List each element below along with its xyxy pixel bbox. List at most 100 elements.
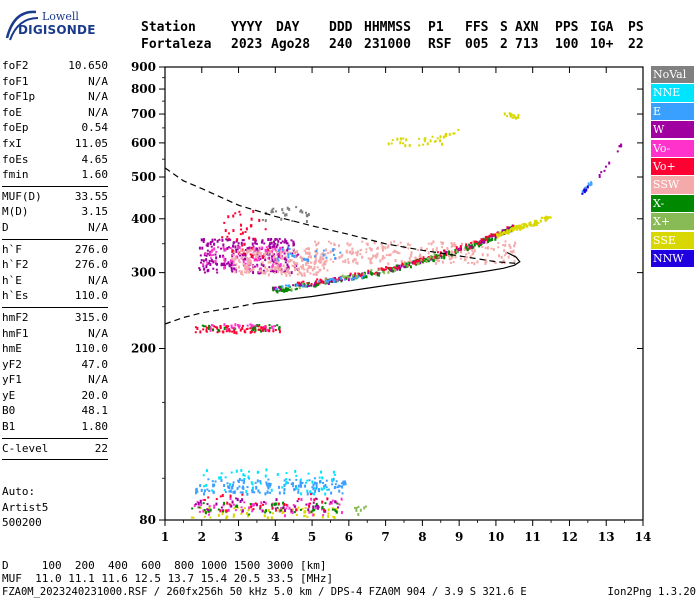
echo-point [220, 472, 223, 475]
echo-point [258, 218, 261, 222]
echo-point [251, 503, 254, 506]
echo-point [287, 265, 290, 269]
echo-point [465, 243, 468, 247]
echo-point [281, 240, 284, 243]
echo-point [249, 327, 252, 330]
echo-point [252, 265, 255, 269]
echo-point [442, 135, 445, 139]
echo-point [330, 501, 333, 505]
echo-point [292, 242, 295, 246]
echo-point [280, 251, 283, 254]
echo-point [271, 253, 274, 256]
echo-cluster-9 [201, 324, 281, 333]
echo-point [244, 248, 247, 251]
echo-point [488, 234, 491, 237]
echo-point [214, 326, 217, 329]
echo-point [402, 142, 405, 145]
echo-point [247, 266, 250, 269]
echo-point [486, 239, 489, 242]
version-label: Ion2Png 1.3.20 [607, 586, 696, 598]
echo-point [415, 261, 418, 265]
echo-point [242, 473, 245, 477]
echo-point [357, 505, 360, 508]
echo-point [454, 244, 457, 248]
echo-point [200, 503, 203, 507]
echo-point [238, 210, 241, 213]
echo-point [296, 508, 299, 512]
echo-point [283, 491, 286, 495]
echo-point [254, 328, 257, 332]
echo-point [274, 247, 277, 250]
echo-point [198, 246, 201, 250]
echo-point [493, 233, 496, 236]
echo-point [382, 255, 385, 258]
echo-point [229, 494, 232, 498]
echo-point [486, 253, 489, 257]
echo-point [398, 252, 401, 255]
echo-point [232, 260, 235, 263]
echo-point [218, 476, 221, 480]
param-value: 110.0 [74, 342, 108, 356]
echo-point [338, 489, 341, 493]
echo-point [225, 325, 228, 328]
echo-point [471, 248, 474, 252]
echo-point [287, 255, 290, 259]
echo-point [431, 248, 434, 252]
echo-point [208, 490, 211, 493]
param-key: h`F2 [2, 258, 29, 272]
echo-point [504, 240, 507, 243]
echo-point [315, 271, 318, 274]
echo-point [439, 253, 442, 257]
echo-point [400, 137, 403, 141]
echo-point [297, 497, 300, 500]
echo-point [532, 223, 535, 227]
echo-point [308, 266, 311, 269]
echo-point [233, 257, 236, 261]
echo-point [315, 249, 318, 252]
echo-point [295, 487, 298, 490]
echo-point [396, 244, 399, 247]
echo-point [285, 240, 288, 244]
echo-point [241, 244, 244, 247]
echo-point [226, 246, 229, 250]
echo-point [475, 242, 478, 245]
echo-point [327, 508, 330, 512]
param-value: 1.80 [81, 420, 109, 434]
param-key: h`Es [2, 289, 29, 303]
echo-point [254, 325, 257, 329]
echo-point [232, 264, 235, 267]
echo-point [259, 258, 262, 261]
echo-point [333, 485, 336, 489]
echo-point [505, 251, 508, 255]
echo-point [258, 491, 261, 494]
echo-point [407, 260, 410, 263]
echo-point [242, 263, 245, 266]
echo-point [499, 231, 502, 234]
echo-point [448, 132, 451, 136]
echo-point [387, 262, 390, 266]
echo-point [359, 508, 362, 512]
echo-point [327, 252, 330, 255]
echo-point [229, 489, 232, 493]
echo-point [214, 253, 217, 256]
echo-point [500, 261, 503, 264]
echo-point [243, 507, 246, 510]
echo-point [293, 505, 296, 508]
echo-point [438, 139, 441, 143]
echo-point [276, 267, 279, 271]
param-value: N/A [88, 273, 108, 287]
echo-point [283, 483, 286, 487]
echo-point [393, 240, 396, 243]
echo-point [477, 242, 480, 245]
echo-point [231, 500, 234, 504]
echo-point [242, 250, 245, 253]
brand-digisonde: DIGISONDE [18, 23, 96, 37]
echo-point [304, 481, 307, 484]
echo-point [368, 247, 371, 250]
echo-point [285, 507, 288, 510]
echo-point [320, 279, 323, 283]
echo-point [361, 240, 364, 243]
echo-point [204, 252, 207, 256]
echo-point [385, 254, 388, 257]
echo-point [299, 483, 302, 487]
